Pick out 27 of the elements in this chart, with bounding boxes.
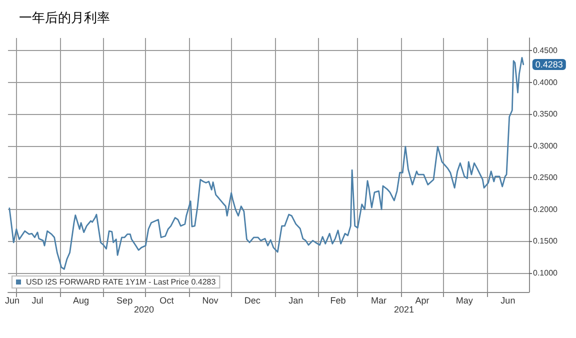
y-tick-label: 0.2500 [533, 173, 558, 182]
x-tick-label: Apr [415, 296, 430, 306]
data-label: 0.4283 [535, 59, 563, 70]
y-tick-label: 0.3500 [533, 110, 558, 119]
x-tick-label: May [456, 296, 474, 306]
y-tick-label: 0.1500 [533, 236, 558, 246]
y-tick-label: 0.4500 [533, 46, 558, 56]
x-tick-label: Sep [116, 296, 133, 306]
x-tick-label: Nov [202, 296, 219, 306]
x-tick-label: Dec [244, 296, 261, 306]
x-tick-label: Mar [370, 296, 386, 306]
line-series [8, 56, 524, 270]
text: 2021 [394, 304, 414, 314]
legend-label: USD I2S FORWARD RATE 1Y1M - Last Price 0.4283 [26, 278, 216, 286]
x-tick-label: Feb [330, 296, 346, 306]
x-tick-label: Jul [32, 296, 44, 306]
y-tick-label: 0.2000 [533, 204, 558, 214]
y-tick-label: 0.4000 [533, 78, 558, 87]
chart-title: 一年后的月利率 [19, 10, 110, 25]
text: 2020 [134, 304, 154, 314]
x-tick-label: Oct [160, 296, 174, 306]
x-tick-label: Jun [4, 296, 20, 306]
y-tick-label: 0.3000 [533, 141, 558, 150]
x-tick-label: Aug [73, 296, 90, 306]
y-tick-label: 0.1000 [533, 268, 558, 278]
x-tick-label: Jan [288, 296, 304, 306]
x-tick-label: Jun [500, 296, 516, 306]
